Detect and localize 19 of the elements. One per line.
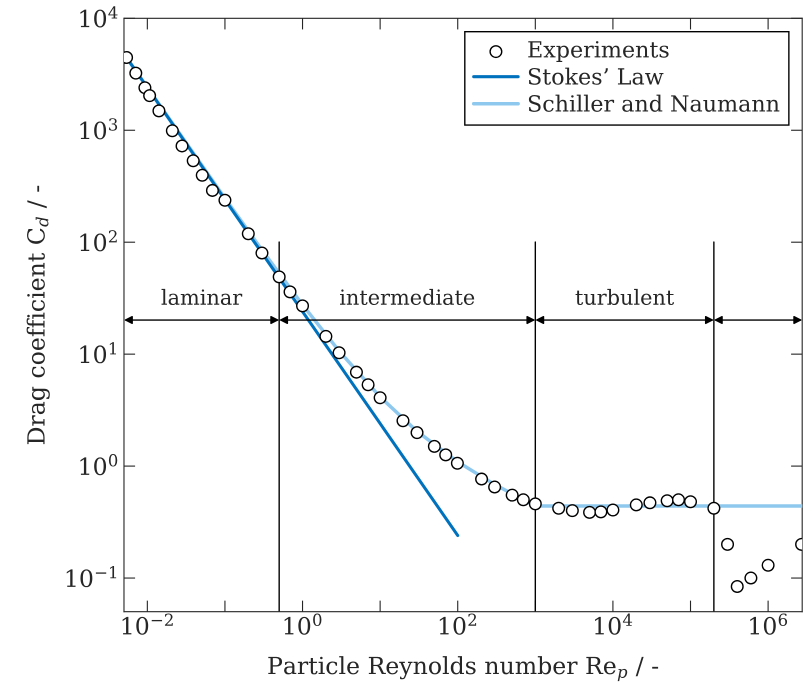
legend-label: Schiller and Naumann: [528, 94, 780, 112]
y-tick-label: 10$^{0}$: [80, 454, 118, 476]
y-tick-label: 10$^{3}$: [80, 118, 118, 140]
legend-label: Stokes’ Law: [528, 68, 664, 85]
x-axis-title: Particle Reynolds number Re$_{p}$ / -: [268, 656, 658, 682]
x-tick-label: 10$^{2}$: [440, 614, 476, 635]
x-tick-label: 10$^{−2}$: [122, 614, 173, 635]
x-tick-label: 10$^{0}$: [284, 614, 322, 635]
annotation: intermediate: [340, 288, 474, 306]
annotation: laminar: [162, 288, 242, 306]
annotation: turbulent: [576, 288, 674, 306]
legend-label: Experiments: [528, 41, 669, 62]
x-tick-label: 10$^{6}$: [750, 614, 788, 635]
y-tick-label: 10$^{2}$: [80, 230, 117, 252]
y-tick-label: 10$^{−1}$: [66, 566, 116, 588]
y-axis-title: Drag coefficient C$_{d}$ / -: [26, 186, 50, 444]
y-tick-label: 10$^{4}$: [80, 6, 118, 28]
y-tick-label: 10$^{1}$: [80, 342, 116, 364]
x-tick-label: 10$^{4}$: [595, 614, 632, 635]
